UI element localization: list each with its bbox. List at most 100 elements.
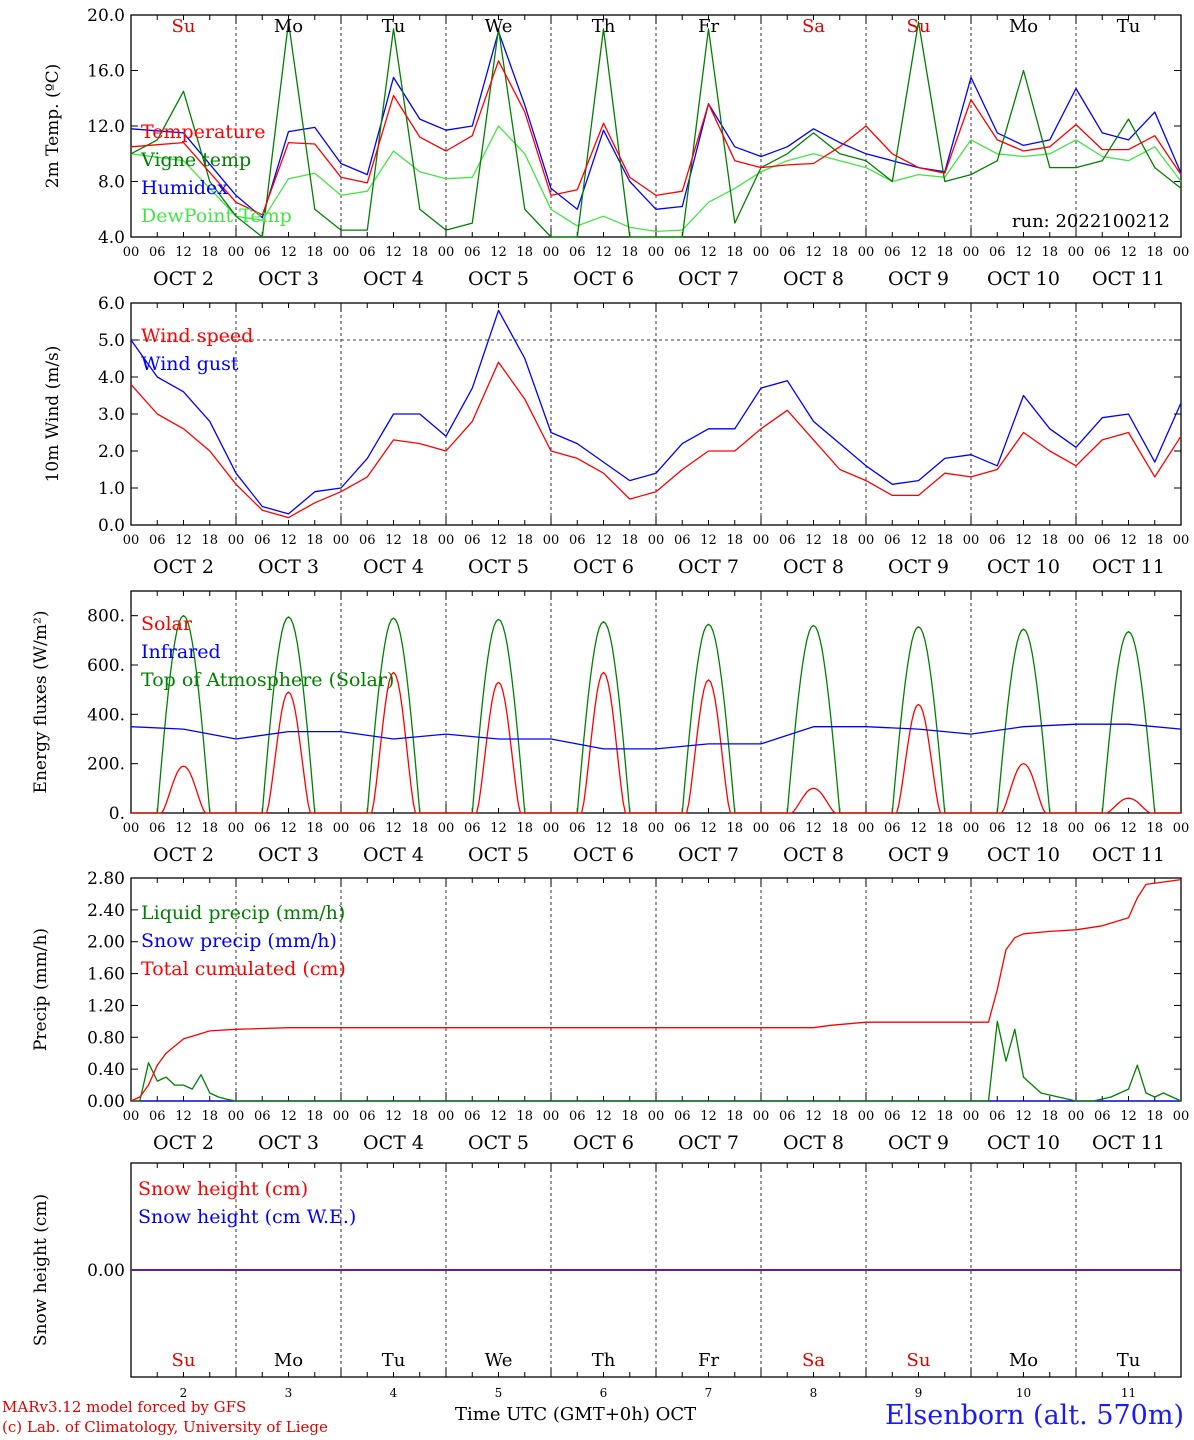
series-line-top-of-atmosphere-day-7 (656, 623, 761, 814)
hour-tick-label: 12 (910, 245, 927, 260)
legend-entry: Snow precip (mm/h) (141, 930, 337, 952)
hour-tick-label: 06 (1094, 245, 1111, 260)
hour-tick-label: 12 (490, 245, 507, 260)
hour-tick-label: 12 (595, 533, 612, 548)
hour-tick-label: 18 (411, 533, 428, 548)
date-label: OCT 8 (783, 268, 844, 290)
hour-tick-label: 06 (464, 533, 481, 548)
series-line-solar-day-9 (866, 703, 971, 814)
hour-tick-label: 18 (306, 245, 323, 260)
date-label: OCT 3 (258, 268, 319, 290)
y-tick-label: 2.0 (98, 442, 125, 462)
date-label: OCT 2 (153, 844, 214, 866)
hour-tick-label: 12 (805, 533, 822, 548)
hour-tick-label: 12 (805, 821, 822, 836)
hour-tick-label: 18 (831, 533, 848, 548)
y-tick-label: 0.80 (87, 1028, 125, 1048)
hour-tick-label: 00 (123, 1109, 140, 1124)
y-tick-label: 0.40 (87, 1060, 125, 1080)
hour-tick-label: 18 (936, 245, 953, 260)
series-line-solar-day-10 (971, 763, 1076, 814)
hour-tick-label: 00 (753, 821, 770, 836)
hour-tick-label: 00 (1068, 821, 1085, 836)
hour-tick-label: 18 (831, 821, 848, 836)
date-label: OCT 9 (888, 556, 949, 578)
date-label: OCT 8 (783, 844, 844, 866)
date-label: OCT 2 (153, 556, 214, 578)
date-label: OCT 3 (258, 556, 319, 578)
day-name-label: Th (592, 16, 616, 37)
legend-entry: Snow height (cm W.E.) (138, 1206, 356, 1228)
date-label: OCT 5 (468, 844, 529, 866)
y-tick-label: 800. (87, 607, 125, 627)
hour-tick-label: 12 (700, 821, 717, 836)
hour-tick-label: 00 (1173, 245, 1190, 260)
hour-tick-label: 12 (280, 245, 297, 260)
hour-tick-label: 12 (1120, 821, 1137, 836)
legend-entry: Wind gust (141, 353, 239, 375)
hour-tick-label: 18 (1041, 1109, 1058, 1124)
day-name-label: Tu (382, 16, 406, 37)
y-tick-label: 16.0 (87, 62, 125, 82)
hour-tick-label: 06 (569, 1109, 586, 1124)
series-line-infrared (130, 723, 1182, 750)
hour-tick-label: 06 (569, 821, 586, 836)
hour-tick-label: 06 (884, 533, 901, 548)
hour-tick-label: 06 (884, 821, 901, 836)
hour-tick-label: 18 (726, 533, 743, 548)
hour-tick-label: 18 (306, 821, 323, 836)
date-label: OCT 6 (573, 844, 634, 866)
series-line-total-cumulated (130, 878, 1182, 1102)
hour-tick-label: 00 (123, 245, 140, 260)
hour-tick-label: 00 (753, 533, 770, 548)
legend-entry: Infrared (141, 641, 221, 663)
hour-tick-label: 12 (1120, 245, 1137, 260)
hour-tick-label: 12 (910, 533, 927, 548)
hour-tick-label: 06 (254, 1109, 271, 1124)
hour-tick-label: 12 (385, 1109, 402, 1124)
series-line-humidex (130, 30, 1182, 219)
hour-tick-label: 00 (648, 821, 665, 836)
hour-tick-label: 06 (884, 1109, 901, 1124)
legend-entry: Snow height (cm) (138, 1178, 308, 1200)
hour-tick-label: 00 (963, 1109, 980, 1124)
hour-tick-label: 12 (175, 821, 192, 836)
series-line-top-of-atmosphere-day-4 (341, 617, 446, 814)
hour-tick-label: 12 (700, 245, 717, 260)
day-name-label: Su (172, 16, 196, 37)
y-tick-label: 4.0 (98, 228, 125, 248)
day-name-label: Tu (1117, 1350, 1141, 1371)
legend-entry: Total cumulated (cm) (141, 958, 346, 980)
series-line-solar-day-3 (236, 691, 341, 814)
hour-tick-label: 12 (385, 821, 402, 836)
hour-tick-label: 12 (1120, 533, 1137, 548)
y-tick-label: 8.0 (98, 173, 125, 193)
date-label: OCT 6 (573, 1132, 634, 1154)
hour-tick-label: 18 (1146, 245, 1163, 260)
date-label: OCT 6 (573, 268, 634, 290)
hour-tick-label: 18 (726, 1109, 743, 1124)
day-name-label: Su (907, 1350, 931, 1371)
hour-tick-label: 00 (438, 245, 455, 260)
hour-tick-label: 18 (411, 1109, 428, 1124)
hour-tick-label: 18 (1041, 533, 1058, 548)
hour-tick-label: 12 (490, 533, 507, 548)
hour-tick-label: 06 (359, 245, 376, 260)
day-name-label: Tu (382, 1350, 406, 1371)
day-name-label: Mo (274, 1350, 303, 1371)
series-line-top-of-atmosphere-day-9 (866, 626, 971, 814)
hour-tick-label: 06 (779, 245, 796, 260)
date-label: OCT 5 (468, 556, 529, 578)
legend-entry: Liquid precip (mm/h) (141, 902, 345, 924)
day-name-label: Tu (1117, 16, 1141, 37)
date-label: OCT 2 (153, 1132, 214, 1154)
day-name-label: Fr (698, 1350, 719, 1371)
hour-tick-label: 06 (359, 533, 376, 548)
hour-tick-label: 18 (621, 533, 638, 548)
hour-tick-label: 18 (726, 821, 743, 836)
hour-tick-label: 06 (674, 533, 691, 548)
hour-tick-label: 18 (936, 1109, 953, 1124)
hour-tick-label: 00 (333, 245, 350, 260)
hour-tick-label: 12 (700, 533, 717, 548)
date-label: OCT 4 (363, 268, 424, 290)
